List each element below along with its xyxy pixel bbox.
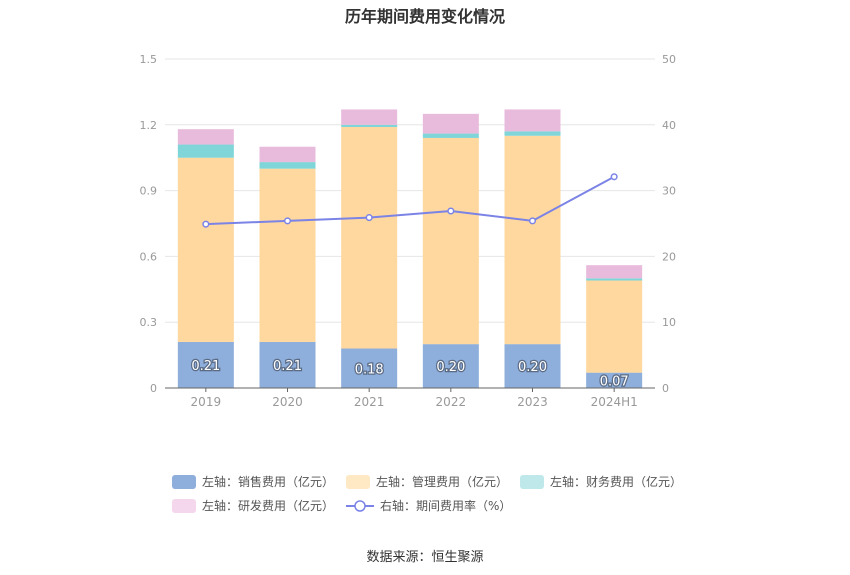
rate-line <box>205 175 615 226</box>
legend-label-admin: 左轴：管理费用（亿元） <box>376 475 509 489</box>
bar-segment-1 <box>177 341 234 388</box>
data-label: 0.07 <box>600 374 629 389</box>
bar-segment-4 <box>504 109 561 132</box>
bar-segment-3 <box>504 131 561 136</box>
left-axis-tick-label: 1.2 <box>140 119 158 132</box>
rate-point <box>365 214 373 222</box>
rate-point <box>202 220 210 228</box>
bar-segment-2 <box>259 168 316 342</box>
legend-item-rate[interactable]: 右轴：期间费用率（%） <box>346 497 511 514</box>
right-axis-tick-label: 0 <box>662 382 669 395</box>
bar-segment-3 <box>259 162 316 169</box>
bar-segment-4 <box>259 146 316 163</box>
bar-segment-1 <box>586 372 643 388</box>
x-axis-tick-label: 2021 <box>354 395 385 409</box>
right-axis-tick-label: 30 <box>662 185 676 198</box>
rate-point <box>447 207 455 215</box>
bar-segment-2 <box>341 126 398 349</box>
left-axis-tick-label: 0.6 <box>140 250 158 263</box>
legend-item-rd[interactable]: 左轴：研发费用（亿元） <box>172 497 334 514</box>
bar-segment-4 <box>177 129 234 145</box>
legend-swatch-admin <box>346 474 371 489</box>
legend-label-rate: 右轴：期间费用率（%） <box>380 499 512 513</box>
legend-row-2: 左轴：研发费用（亿元） 右轴：期间费用率（%） <box>172 497 511 514</box>
right-axis-tick-label: 50 <box>662 53 676 66</box>
bar-segment-3 <box>586 278 643 281</box>
legend-item-finance[interactable]: 左轴：财务费用（亿元） <box>520 473 682 490</box>
legend-swatch-sales <box>172 474 196 489</box>
right-axis-tick-label: 20 <box>662 250 676 263</box>
legend-label-finance: 左轴：财务费用（亿元） <box>550 475 683 489</box>
data-label: 0.21 <box>191 359 220 374</box>
line-layer <box>202 173 618 228</box>
bar-segment-1 <box>341 348 398 388</box>
left-axis-tick-label: 1.5 <box>140 53 158 66</box>
bar-segment-2 <box>504 135 561 345</box>
data-label: 0.18 <box>355 362 384 377</box>
bar-segment-4 <box>341 109 398 125</box>
x-axis-tick-label: 2019 <box>191 395 222 409</box>
legend-swatch-rd <box>172 498 196 513</box>
legend-label-rd: 左轴：研发费用（亿元） <box>202 499 335 513</box>
bars-layer <box>177 109 643 388</box>
legend-item-sales[interactable]: 左轴：销售费用（亿元） <box>172 473 334 490</box>
left-axis-tick-label: 0.9 <box>140 185 158 198</box>
rate-point <box>528 217 537 225</box>
bar-segment-2 <box>586 280 643 373</box>
legend-item-admin[interactable]: 左轴：管理费用（亿元） <box>346 473 508 490</box>
rate-point <box>283 217 292 225</box>
legend-label-sales: 左轴：销售费用（亿元） <box>202 475 335 489</box>
axis-layer: 0 0.3 0.6 0.9 1.2 1.5 0 10 20 30 40 50 2019 2020 2021 2… <box>140 53 677 409</box>
bar-segment-1 <box>259 341 316 388</box>
x-axis-tick-label: 2023 <box>517 395 548 409</box>
right-axis-tick-label: 10 <box>662 316 676 329</box>
left-axis-tick-label: 0 <box>150 382 157 395</box>
bar-segment-3 <box>422 133 479 138</box>
bar-segment-2 <box>177 157 234 342</box>
bar-segment-2 <box>422 137 479 345</box>
legend-row-1: 左轴：销售费用（亿元） 左轴：管理费用（亿元） 左轴：财务费用（亿元） <box>172 473 682 490</box>
data-label: 0.20 <box>436 360 465 375</box>
x-axis-tick-label: 2022 <box>436 395 467 409</box>
rate-point <box>610 173 618 181</box>
x-axis-tick-label: 2020 <box>272 395 303 409</box>
left-axis-tick-label: 0.3 <box>140 316 158 329</box>
legend-line-icon <box>346 499 375 512</box>
labels-layer: 0.21 0.21 0.18 0.20 0.20 0.07 <box>190 358 630 391</box>
grid-layer <box>165 58 655 323</box>
bar-segment-4 <box>422 113 479 134</box>
x-axis-tick-label: 2024H1 <box>591 395 638 409</box>
data-label: 0.20 <box>518 360 547 375</box>
legend-swatch-finance <box>520 474 545 489</box>
chart-title: 历年期间费用变化情况 <box>344 7 505 26</box>
bar-segment-1 <box>422 344 479 388</box>
bar-segment-3 <box>341 124 398 127</box>
bar-segment-1 <box>504 344 561 388</box>
bar-segment-3 <box>177 144 234 158</box>
bar-segment-4 <box>586 265 643 279</box>
source-note: 数据来源：恒生聚源 <box>366 550 484 565</box>
right-axis-tick-label: 40 <box>662 119 676 132</box>
data-label: 0.21 <box>273 359 302 374</box>
